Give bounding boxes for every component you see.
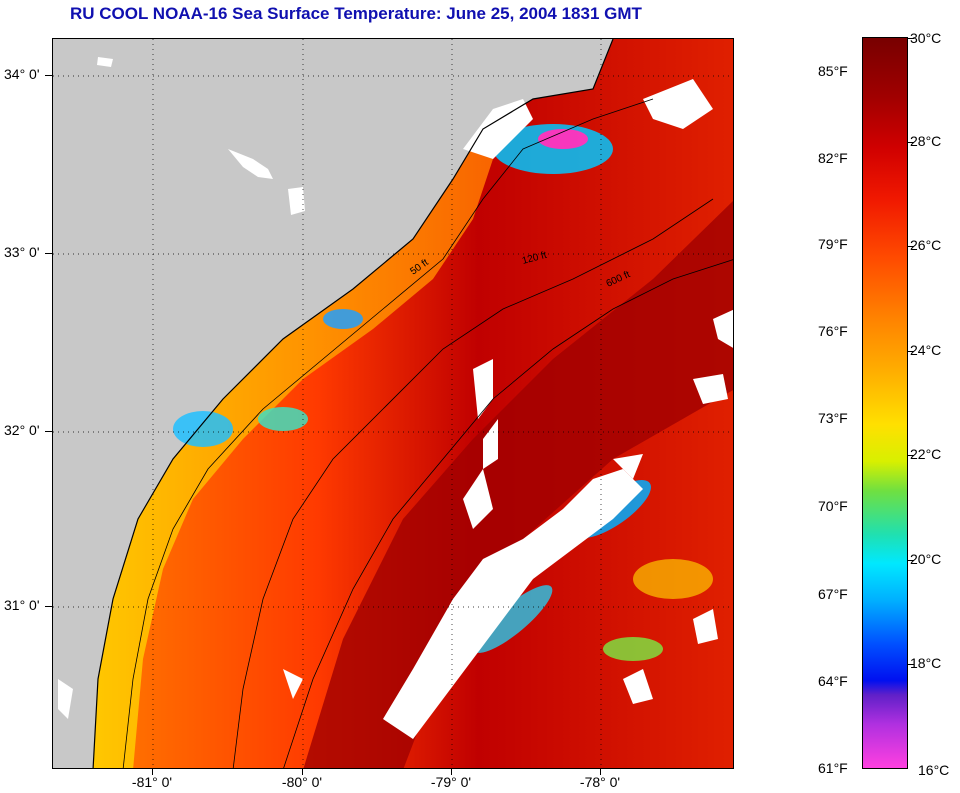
colorbar-tick (908, 560, 914, 561)
colorbar-c-label: 16°C (918, 762, 950, 778)
page-title: RU COOL NOAA-16 Sea Surface Temperature:… (70, 4, 642, 23)
sst-map[interactable]: 50 ft 120 ft 600 ft (52, 38, 734, 769)
graticule (53, 39, 733, 768)
sst-map-canvas: 50 ft 120 ft 600 ft (53, 39, 733, 768)
lat-label-33: 33° 0' (4, 244, 40, 260)
lat-tick (45, 253, 52, 254)
colorbar-tick (908, 351, 914, 352)
lat-label-31: 31° 0' (4, 597, 40, 613)
gulf-stream-core (303, 200, 733, 768)
colorbar-c-label: 30°C (910, 30, 942, 46)
colorbar-tick (908, 664, 914, 665)
colorbar-tick (908, 455, 914, 456)
coastal-band (93, 129, 493, 768)
lon-label-80: -80° 0' (281, 774, 323, 790)
lat-label-34: 34° 0' (4, 66, 40, 82)
lon-label-78: -78° 0' (579, 774, 621, 790)
cloud-mask (58, 79, 733, 739)
colorbar-f-label: 73°F (818, 410, 848, 426)
lat-label-32: 32° 0' (4, 422, 40, 438)
colorbar-c-label: 20°C (910, 551, 942, 567)
colorbar-tick (908, 142, 914, 143)
contour-50ft (122, 98, 654, 768)
colorbar-tick (908, 38, 914, 39)
colorbar-f-label: 70°F (818, 498, 848, 514)
colorbar-f-label: 67°F (818, 586, 848, 602)
colorbar-c-label: 24°C (910, 342, 942, 358)
lat-tick (45, 606, 52, 607)
contour-120ft (232, 198, 714, 768)
lon-label-79: -79° 0' (430, 774, 472, 790)
lon-label-81: -81° 0' (131, 774, 173, 790)
colorbar-tick (908, 246, 914, 247)
lon-tick (152, 769, 153, 775)
lat-tick (45, 431, 52, 432)
colorbar-f-label: 64°F (818, 673, 848, 689)
lon-tick (451, 769, 452, 775)
lon-tick (302, 769, 303, 775)
colorbar-c-label: 18°C (910, 655, 942, 671)
colorbar-f-label: 76°F (818, 323, 848, 339)
colorbar-c-label: 22°C (910, 446, 942, 462)
colorbar-c-label: 26°C (910, 237, 942, 253)
contour-600ft (283, 259, 733, 768)
colorbar-f-label: 61°F (818, 760, 848, 776)
lon-tick (600, 769, 601, 775)
colorbar-f-label: 79°F (818, 236, 848, 252)
inland-lakes (97, 57, 305, 215)
temperature-colorbar (862, 37, 908, 769)
lat-tick (45, 75, 52, 76)
colorbar-f-label: 85°F (818, 63, 848, 79)
ocean-area (93, 39, 733, 768)
colorbar-c-label: 28°C (910, 133, 942, 149)
coastline (92, 39, 614, 768)
colorbar-f-label: 82°F (818, 150, 848, 166)
